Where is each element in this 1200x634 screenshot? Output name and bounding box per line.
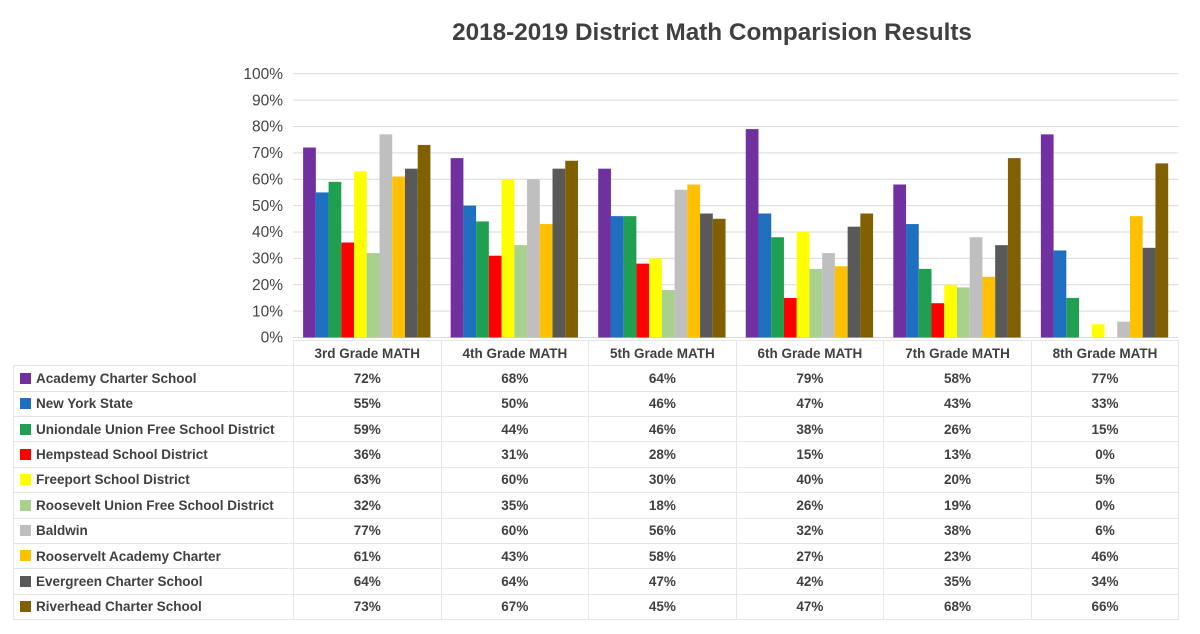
- svg-text:70%: 70%: [252, 145, 283, 162]
- svg-text:30%: 30%: [252, 251, 283, 268]
- svg-text:50%: 50%: [252, 198, 283, 215]
- svg-text:20%: 20%: [252, 277, 283, 294]
- svg-text:40%: 40%: [252, 224, 283, 241]
- svg-text:10%: 10%: [252, 303, 283, 320]
- svg-text:100%: 100%: [243, 66, 283, 83]
- svg-text:60%: 60%: [252, 171, 283, 188]
- svg-text:80%: 80%: [252, 119, 283, 136]
- svg-text:90%: 90%: [252, 92, 283, 109]
